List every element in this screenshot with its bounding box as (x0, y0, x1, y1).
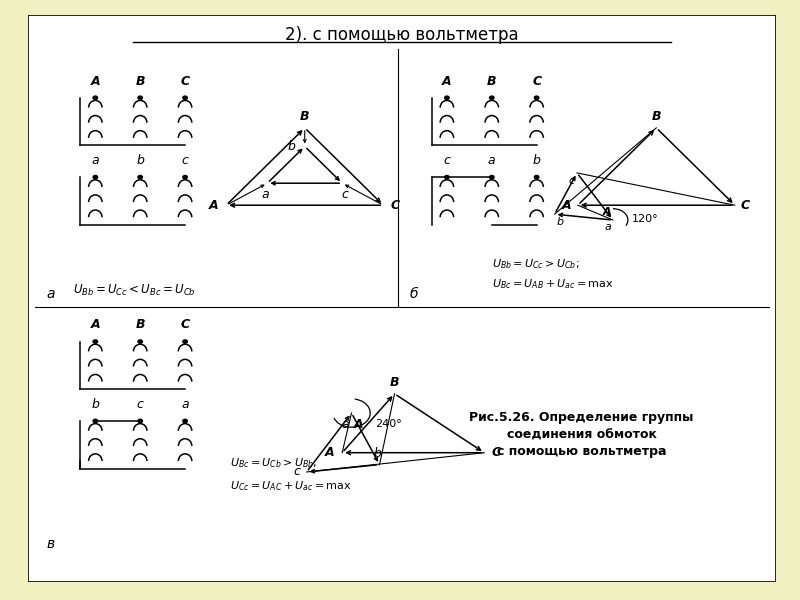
Circle shape (534, 175, 539, 179)
Circle shape (138, 96, 142, 100)
Text: a: a (182, 398, 189, 411)
Text: c: c (443, 154, 450, 167)
Circle shape (445, 96, 449, 100)
Text: A: A (209, 199, 218, 212)
Text: C: C (532, 74, 542, 88)
Text: B: B (300, 110, 310, 124)
Text: $U_{Bc} = U_{AB} + U_{ac} = \mathrm{max}$: $U_{Bc} = U_{AB} + U_{ac} = \mathrm{max}… (492, 277, 614, 291)
Text: c: c (182, 154, 189, 167)
Text: c: c (569, 176, 574, 186)
Text: б: б (410, 287, 418, 301)
Text: B: B (651, 110, 661, 124)
Text: a: a (262, 188, 269, 201)
Text: a: a (91, 154, 99, 167)
Circle shape (93, 419, 98, 422)
Circle shape (93, 340, 98, 343)
Circle shape (183, 175, 187, 179)
Circle shape (445, 175, 449, 179)
Text: A: A (90, 74, 100, 88)
Circle shape (138, 340, 142, 343)
Circle shape (138, 175, 142, 179)
Text: а: а (46, 287, 55, 301)
Text: $U_{Cc} = U_{AC} + U_{ac} = \mathrm{max}$: $U_{Cc} = U_{AC} + U_{ac} = \mathrm{max}… (230, 479, 352, 493)
Text: в: в (46, 537, 55, 551)
Circle shape (183, 340, 187, 343)
Text: b: b (136, 154, 144, 167)
Text: C: C (492, 446, 501, 459)
Text: a: a (342, 418, 350, 431)
Circle shape (490, 175, 494, 179)
Text: Рис.5.26. Определение группы: Рис.5.26. Определение группы (470, 411, 694, 424)
Circle shape (93, 96, 98, 100)
Text: A: A (562, 199, 572, 212)
Text: B: B (135, 319, 145, 331)
Text: 240°: 240° (375, 419, 402, 430)
Text: с помощью вольтметра: с помощью вольтметра (497, 445, 666, 458)
Text: a: a (488, 154, 495, 167)
Text: b: b (91, 398, 99, 411)
Text: A: A (325, 446, 334, 459)
Text: b: b (288, 140, 296, 153)
Circle shape (93, 175, 98, 179)
Text: A: A (90, 319, 100, 331)
Text: C: C (181, 319, 190, 331)
Text: c: c (341, 188, 348, 201)
Text: 120°: 120° (632, 214, 658, 224)
Text: B: B (390, 376, 399, 389)
Text: 2). с помощью вольтметра: 2). с помощью вольтметра (285, 26, 519, 44)
Circle shape (183, 419, 187, 422)
Circle shape (534, 96, 539, 100)
Text: $U_{Bb} = U_{Cc} < U_{Bc} = U_{Cb}$: $U_{Bb} = U_{Cc} < U_{Bc} = U_{Cb}$ (73, 283, 195, 298)
Text: $U_{Bc} = U_{Cb} > U_{Bb};$: $U_{Bc} = U_{Cb} > U_{Bb};$ (230, 456, 318, 470)
Text: $U_{Bb} = U_{Cc} > U_{Cb};$: $U_{Bb} = U_{Cc} > U_{Cb};$ (492, 257, 579, 271)
Circle shape (138, 419, 142, 422)
Text: a: a (605, 222, 611, 232)
Text: b: b (533, 154, 541, 167)
Circle shape (183, 96, 187, 100)
Text: A: A (354, 418, 363, 431)
Text: c: c (294, 466, 301, 478)
Text: B: B (487, 74, 497, 88)
Text: c: c (137, 398, 144, 411)
Text: A: A (442, 74, 452, 88)
Text: C: C (390, 199, 400, 212)
Text: B: B (135, 74, 145, 88)
Text: b: b (374, 447, 382, 460)
Text: b: b (557, 217, 564, 227)
Text: A: A (603, 207, 611, 217)
Text: C: C (181, 74, 190, 88)
Text: соединения обмоток: соединения обмоток (506, 428, 657, 441)
Text: C: C (741, 199, 750, 212)
Circle shape (490, 96, 494, 100)
